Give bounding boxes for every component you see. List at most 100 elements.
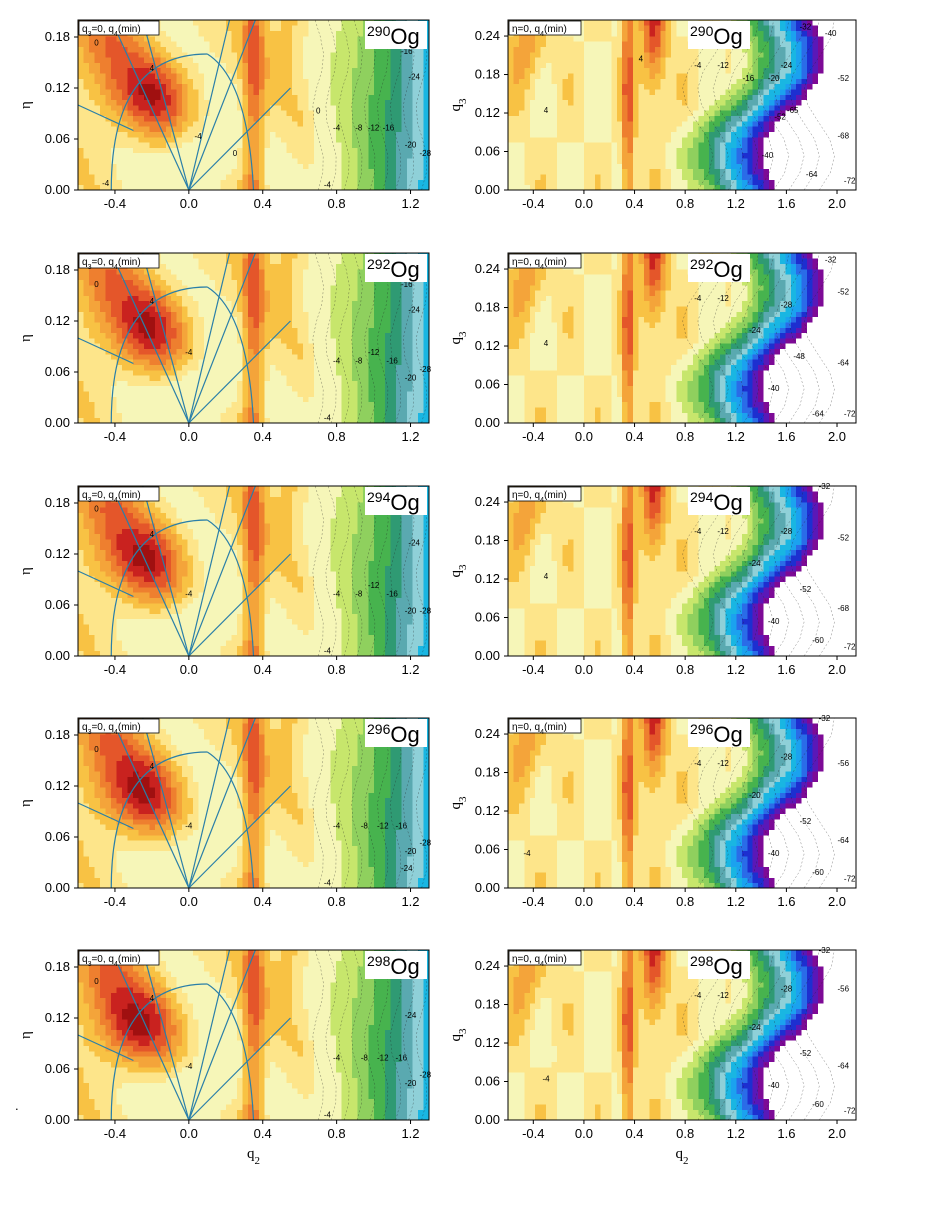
heatmap-cell [88, 99, 95, 106]
heatmap-cell [741, 179, 748, 186]
heatmap-cell [231, 152, 238, 159]
heatmap-cell [616, 20, 623, 26]
heatmap-cell [286, 67, 293, 74]
heatmap-cell [513, 99, 520, 106]
heatmap-cell [209, 35, 216, 42]
heatmap-cell [171, 322, 178, 328]
heatmap-cell [508, 126, 514, 132]
heatmap-cell [812, 30, 819, 37]
heatmap-cell [562, 168, 569, 175]
panel-tag-sub: 4 [114, 31, 118, 38]
heatmap-cell [171, 385, 178, 392]
heatmap-cell [396, 179, 402, 186]
heatmap-cell [698, 83, 705, 90]
heatmap-cell [671, 99, 677, 106]
heatmap-cell [779, 73, 786, 79]
heatmap-cell [578, 174, 585, 180]
heatmap-cell [99, 306, 106, 312]
heatmap-cell [105, 35, 112, 42]
heatmap-cell [823, 110, 830, 117]
heatmap-cell [845, 46, 851, 53]
heatmap-cell [682, 30, 688, 37]
heatmap-cell [687, 158, 694, 164]
heatmap-cell [401, 168, 408, 175]
heatmap-cell [638, 174, 645, 180]
heatmap-cell [584, 147, 590, 154]
heatmap-cell [176, 300, 183, 307]
heatmap-cell [110, 369, 117, 376]
heatmap-cell [556, 174, 563, 180]
heatmap-cell [671, 168, 677, 175]
heatmap-cell [83, 311, 90, 318]
heatmap-cell [88, 284, 95, 291]
heatmap-cell [524, 131, 531, 138]
heatmap-cell [633, 126, 639, 132]
heatmap-cell [160, 179, 167, 186]
heatmap-cell [368, 142, 375, 148]
heatmap-cell [291, 174, 298, 180]
heatmap-cell [171, 375, 178, 381]
heatmap-cell [633, 46, 639, 53]
heatmap-cell [182, 35, 189, 42]
heatmap-cell [407, 51, 413, 58]
heatmap-cell [747, 126, 754, 132]
heatmap-cell [839, 57, 846, 63]
heatmap-cell [747, 136, 754, 143]
heatmap-cell [817, 57, 824, 63]
heatmap-cell [253, 131, 260, 138]
heatmap-cell [730, 174, 737, 180]
heatmap-cell [769, 51, 775, 58]
heatmap-cell [774, 20, 781, 26]
heatmap-cell [758, 51, 764, 58]
heatmap-cell [132, 353, 139, 360]
heatmap-cell [110, 412, 117, 419]
heatmap-cell [258, 62, 265, 69]
heatmap-cell [116, 306, 123, 312]
heatmap-cell [275, 41, 282, 47]
heatmap-cell [796, 51, 803, 58]
heatmap-cell [83, 316, 90, 323]
heatmap-cell [182, 94, 189, 101]
heatmap-cell [812, 41, 819, 47]
heatmap-cell [154, 126, 161, 132]
heatmap-cell [99, 142, 106, 148]
heatmap-cell [660, 89, 667, 95]
heatmap-cell [105, 89, 112, 95]
heatmap-cell [396, 147, 402, 154]
heatmap-cell [198, 83, 205, 90]
heatmap-cell [88, 158, 95, 164]
heatmap-cell [845, 78, 851, 85]
heatmap-cell [807, 94, 813, 101]
heatmap-cell [160, 332, 167, 339]
heatmap-cell [850, 94, 857, 101]
heatmap-cell [752, 67, 759, 74]
heatmap-cell [160, 322, 167, 328]
heatmap-cell [796, 57, 803, 63]
heatmap-cell [769, 67, 775, 74]
heatmap-cell [513, 174, 520, 180]
heatmap-cell [182, 142, 189, 148]
heatmap-cell [187, 401, 194, 408]
heatmap-cell [78, 62, 84, 69]
heatmap-cell [258, 94, 265, 101]
heatmap-cell [171, 126, 178, 132]
heatmap-cell [379, 136, 386, 143]
heatmap-cell [363, 142, 370, 148]
heatmap-cell [105, 158, 112, 164]
heatmap-cell [368, 99, 375, 106]
heatmap-cell [198, 412, 205, 419]
heatmap-cell [204, 41, 211, 47]
heatmap-cell [341, 147, 348, 154]
heatmap-cell [160, 290, 167, 296]
heatmap-cell [116, 147, 123, 154]
heatmap-cell [88, 380, 95, 387]
heatmap-cell [99, 126, 106, 132]
heatmap-cell [127, 391, 134, 397]
heatmap-cell [605, 147, 612, 154]
heatmap-cell [275, 62, 282, 69]
heatmap-cell [160, 359, 167, 365]
heatmap-cell [390, 174, 397, 180]
heatmap-cell [357, 131, 364, 138]
heatmap-cell [149, 279, 156, 286]
heatmap-cell [78, 375, 84, 381]
